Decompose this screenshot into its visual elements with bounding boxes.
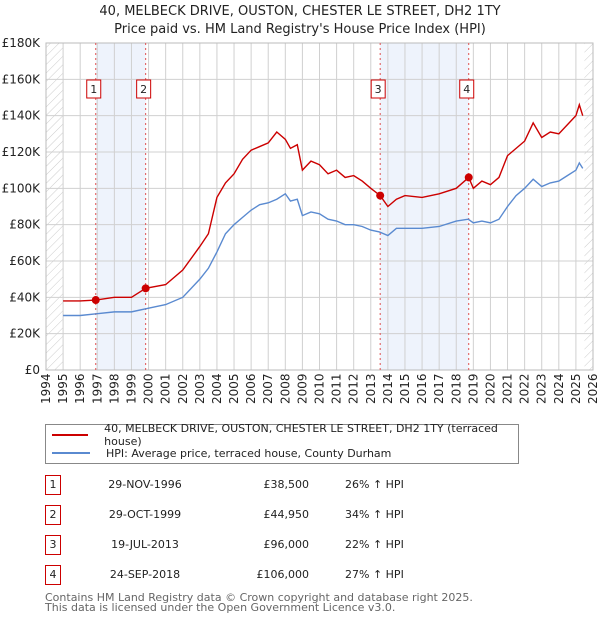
x-tick-label: 2008 <box>278 373 292 404</box>
y-tick-label: £40K <box>9 290 41 304</box>
x-tick-label: 1997 <box>90 373 104 404</box>
x-tick-label: 2001 <box>159 373 173 404</box>
x-tick-label: 2018 <box>449 373 463 404</box>
transaction-row: 1 29-NOV-1996 £38,500 26% ↑ HPI <box>45 475 465 495</box>
y-tick-label: £0 <box>25 363 40 377</box>
sale-point <box>91 296 100 305</box>
transaction-hpi-diff: 34% ↑ HPI <box>345 508 404 521</box>
transaction-hpi-diff: 22% ↑ HPI <box>345 538 404 551</box>
shaded-period <box>380 43 469 370</box>
x-tick-label: 2012 <box>347 373 361 404</box>
transaction-price: £44,950 <box>263 508 310 521</box>
x-tick-label: 2014 <box>381 373 395 404</box>
chart-title: 40, MELBECK DRIVE, OUSTON, CHESTER LE ST… <box>99 4 501 19</box>
sale-point <box>141 284 150 293</box>
legend-label: HPI: Average price, terraced house, Coun… <box>106 446 392 460</box>
legend-item-hpi: HPI: Average price, terraced house, Coun… <box>46 444 391 462</box>
x-tick-label: 1996 <box>73 373 87 404</box>
x-tick-label: 2005 <box>227 373 241 404</box>
sale-label: 4 <box>463 83 470 96</box>
transaction-price: £106,000 <box>256 568 310 581</box>
transaction-price: £96,000 <box>263 538 310 551</box>
transaction-price: £38,500 <box>263 478 310 491</box>
hatched-region-right <box>584 43 593 370</box>
x-tick-label: 1998 <box>107 373 121 404</box>
x-tick-label: 2026 <box>586 373 600 404</box>
y-tick-label: £100K <box>2 181 42 195</box>
transaction-row: 2 29-OCT-1999 £44,950 34% ↑ HPI <box>45 505 465 525</box>
x-tick-label: 2019 <box>466 373 480 404</box>
x-tick-label: 1999 <box>124 373 138 404</box>
footer-copyright: Contains HM Land Registry data © Crown c… <box>45 591 473 604</box>
transaction-hpi-diff: 27% ↑ HPI <box>345 568 404 581</box>
y-tick-label: £180K <box>2 36 42 50</box>
legend-label: 40, MELBECK DRIVE, OUSTON, CHESTER LE ST… <box>104 422 498 448</box>
y-tick-label: £80K <box>9 218 41 232</box>
series-line <box>63 161 584 317</box>
y-tick-label: £140K <box>2 109 42 123</box>
transaction-date: 24-SEP-2018 <box>109 568 181 581</box>
sale-label: 2 <box>140 83 147 96</box>
x-tick-label: 2011 <box>330 373 344 404</box>
price-chart: 1994 1995 1996 1997 1998 1999 2000 2001 2002 2003… <box>2 36 600 404</box>
transaction-date: 19-JUL-2013 <box>111 538 179 551</box>
x-tick-label: 2017 <box>432 373 446 404</box>
hatched-region-left <box>46 43 64 370</box>
y-tick-label: £20K <box>9 327 41 341</box>
x-tick-label: 2015 <box>398 373 412 404</box>
sale-label-box <box>86 79 102 99</box>
transaction-row: 4 24-SEP-2018 £106,000 27% ↑ HPI <box>45 565 465 585</box>
x-tick-label: 2023 <box>535 373 549 404</box>
transaction-date: 29-NOV-1996 <box>108 478 182 491</box>
x-tick-label: 2016 <box>415 373 429 404</box>
series-line <box>63 102 584 302</box>
x-tick-label: 2006 <box>244 373 258 404</box>
transaction-date: 29-OCT-1999 <box>108 508 182 521</box>
x-tick-label: 2021 <box>501 373 515 404</box>
x-tick-label: 1994 <box>39 373 53 404</box>
x-tick-label: 2009 <box>295 373 309 404</box>
transaction-number-badge: 2 <box>45 505 61 525</box>
footer-licence: This data is licensed under the Open Gov… <box>45 601 396 614</box>
legend-item-property: 40, MELBECK DRIVE, OUSTON, CHESTER LE ST… <box>46 422 518 448</box>
x-tick-label: 2025 <box>569 373 583 404</box>
chart-legend: 40, MELBECK DRIVE, OUSTON, CHESTER LE ST… <box>45 422 519 464</box>
transaction-hpi-diff: 26% ↑ HPI <box>345 478 404 491</box>
sale-label: 1 <box>90 83 97 96</box>
transaction-row: 3 19-JUL-2013 £96,000 22% ↑ HPI <box>45 535 465 555</box>
x-tick-label: 2003 <box>193 373 207 404</box>
x-tick-label: 2024 <box>552 373 566 404</box>
sale-label-box <box>459 79 475 99</box>
x-tick-label: 2000 <box>142 373 156 404</box>
x-tick-label: 2020 <box>483 373 497 404</box>
chart-subtitle: Price paid vs. HM Land Registry's House … <box>114 22 486 37</box>
transaction-number-badge: 4 <box>45 565 61 585</box>
sale-label-box <box>136 79 152 99</box>
y-tick-label: £160K <box>2 72 42 86</box>
x-tick-label: 2004 <box>210 373 224 404</box>
sale-label-box <box>370 79 386 99</box>
y-tick-label: £60K <box>9 254 41 268</box>
sale-label: 3 <box>375 83 382 96</box>
x-tick-label: 2002 <box>176 373 190 404</box>
legend-swatch-blue <box>52 452 90 454</box>
transaction-number-badge: 3 <box>45 535 61 555</box>
x-tick-label: 2007 <box>261 373 275 404</box>
x-tick-label: 1995 <box>56 373 70 404</box>
x-tick-label: 2022 <box>518 373 532 404</box>
transaction-number-badge: 1 <box>45 475 61 495</box>
sale-point <box>376 191 385 200</box>
legend-swatch-red <box>52 434 89 436</box>
x-tick-label: 2013 <box>364 373 378 404</box>
y-tick-label: £120K <box>2 145 42 159</box>
sale-point <box>464 173 473 182</box>
plot-border <box>45 42 594 371</box>
x-tick-label: 2010 <box>313 373 327 404</box>
